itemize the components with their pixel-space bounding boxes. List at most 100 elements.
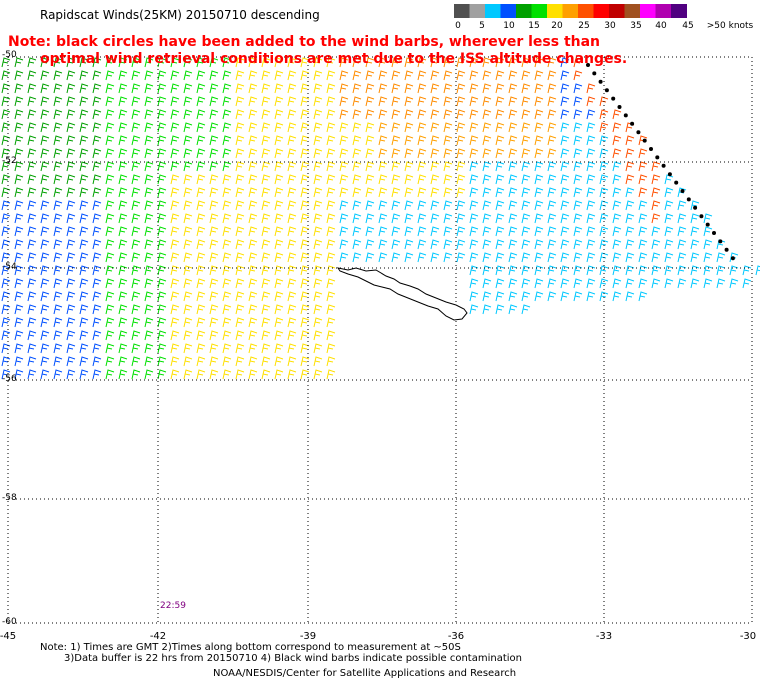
- wind-barb: [274, 213, 284, 224]
- wind-barb: [326, 96, 336, 107]
- contamination-marker: [686, 197, 691, 202]
- wind-barb: [1, 265, 11, 276]
- wind-barb: [40, 83, 50, 94]
- wind-barb: [144, 265, 154, 276]
- wind-barb: [1, 174, 11, 185]
- wind-barb: [274, 109, 284, 120]
- wind-barb: [456, 96, 466, 107]
- wind-barb: [560, 57, 570, 68]
- wind-barb: [456, 148, 466, 159]
- wind-barb: [287, 291, 297, 302]
- wind-barb: [430, 174, 440, 185]
- wind-barb: [222, 265, 232, 276]
- wind-barb: [690, 226, 700, 237]
- wind-barb: [690, 200, 700, 211]
- wind-barb: [157, 161, 167, 172]
- wind-barb: [131, 226, 141, 237]
- wind-barb: [365, 148, 375, 159]
- wind-barb: [586, 174, 596, 185]
- wind-barb: [443, 148, 453, 159]
- wind-barb: [326, 356, 336, 367]
- wind-barb: [456, 213, 466, 224]
- wind-barb: [222, 70, 232, 81]
- wind-barb: [300, 239, 310, 250]
- wind-barb: [1, 109, 11, 120]
- wind-barb: [534, 96, 544, 107]
- wind-barb: [27, 317, 37, 328]
- footer-credit: NOAA/NESDIS/Center for Satellite Applica…: [213, 668, 517, 679]
- wind-barb: [235, 200, 245, 211]
- wind-barb: [521, 96, 531, 107]
- wind-barb: [326, 135, 336, 146]
- wind-barb: [495, 252, 505, 263]
- wind-barb: [508, 278, 518, 289]
- wind-barb: [1, 70, 11, 81]
- wind-barb: [495, 304, 505, 315]
- wind-barb: [248, 278, 258, 289]
- wind-barb: [183, 343, 193, 354]
- wind-barb: [547, 148, 557, 159]
- wind-barb: [14, 278, 24, 289]
- wind-barb: [66, 213, 76, 224]
- wind-barb: [157, 317, 167, 328]
- wind-barb: [560, 148, 570, 159]
- wind-barb: [599, 278, 609, 289]
- wind-barb: [79, 122, 89, 133]
- wind-barb: [183, 109, 193, 120]
- wind-barb: [482, 57, 492, 68]
- wind-barb: [339, 187, 349, 198]
- wind-barb: [534, 122, 544, 133]
- wind-barb: [326, 213, 336, 224]
- wind-barb: [118, 317, 128, 328]
- wind-barb: [365, 239, 375, 250]
- wind-barb: [14, 213, 24, 224]
- wind-barb: [560, 161, 570, 172]
- wind-barb: [443, 187, 453, 198]
- wind-barb: [274, 174, 284, 185]
- wind-barb: [131, 239, 141, 250]
- wind-barb: [40, 135, 50, 146]
- wind-barb: [170, 213, 180, 224]
- contamination-marker: [730, 256, 735, 261]
- wind-barb: [248, 239, 258, 250]
- wind-barb: [677, 265, 687, 276]
- wind-barb: [482, 187, 492, 198]
- wind-barb: [352, 83, 362, 94]
- colorbar-label: 15: [528, 21, 540, 31]
- wind-barb: [27, 135, 37, 146]
- wind-barb: [508, 135, 518, 146]
- wind-barb: [560, 109, 570, 120]
- wind-barb: [313, 187, 323, 198]
- wind-barb: [105, 213, 115, 224]
- wind-barb: [1, 200, 11, 211]
- wind-barb: [53, 265, 63, 276]
- wind-barb: [248, 161, 258, 172]
- wind-barb: [274, 187, 284, 198]
- wind-barb: [651, 239, 661, 250]
- wind-barb: [170, 239, 180, 250]
- wind-barb: [547, 200, 557, 211]
- wind-barb: [1, 278, 11, 289]
- lon-label-36: -36: [447, 631, 465, 642]
- wind-barb: [482, 213, 492, 224]
- wind-barb: [92, 174, 102, 185]
- wind-barb: [92, 278, 102, 289]
- wind-barb: [677, 252, 687, 263]
- wind-barb: [79, 317, 89, 328]
- wind-barb: [404, 83, 414, 94]
- wind-barb: [586, 148, 596, 159]
- wind-barb: [92, 200, 102, 211]
- wind-barb: [300, 252, 310, 263]
- wind-barb: [170, 83, 180, 94]
- wind-barb: [664, 278, 674, 289]
- wind-barb: [443, 70, 453, 81]
- wind-barb: [235, 317, 245, 328]
- wind-barb: [469, 213, 479, 224]
- wind-barb: [209, 174, 219, 185]
- pass-time-label: 22:59: [160, 601, 186, 611]
- wind-barb: [222, 83, 232, 94]
- wind-barb: [326, 83, 336, 94]
- wind-barb: [391, 83, 401, 94]
- wind-barb: [27, 226, 37, 237]
- wind-barb: [469, 187, 479, 198]
